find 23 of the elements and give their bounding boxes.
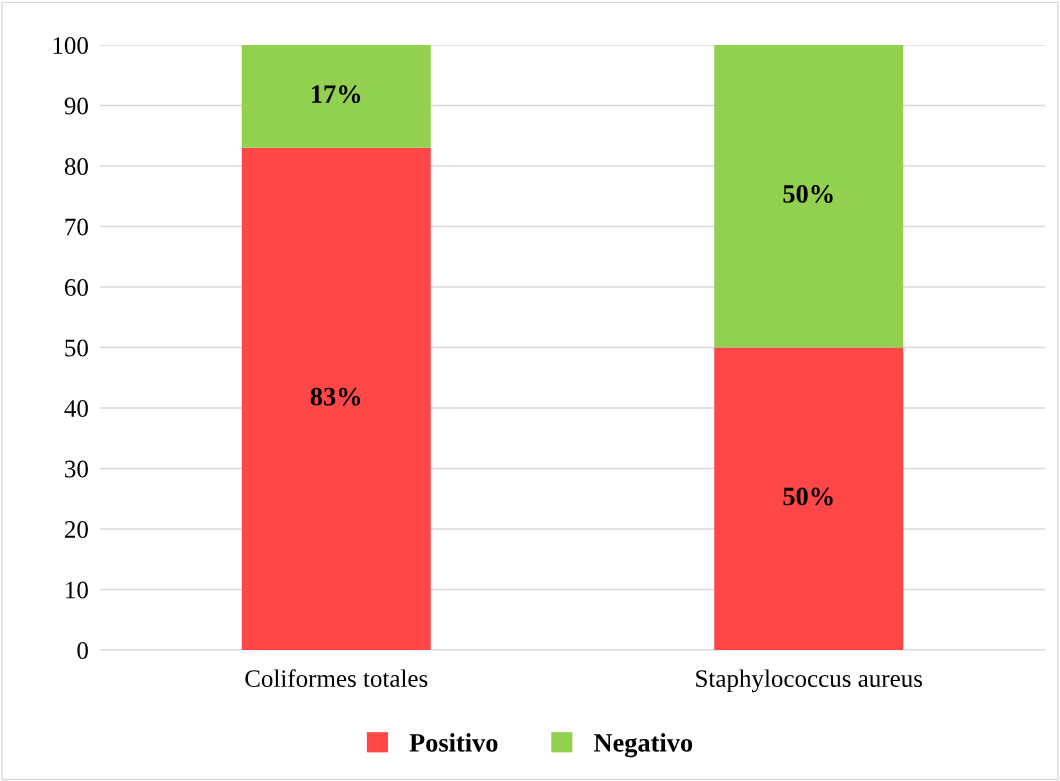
y-tick-label: 10 [66,581,88,599]
x-tick-label: Coliformes totales [245,669,428,688]
y-tick-label: 30 [65,460,88,478]
bar [241,45,431,148]
data-label: 17% [311,85,361,104]
y-tick-label: 50 [65,339,88,357]
y-tick-label: 90 [64,97,88,115]
x-tick-label: Staphylococcus aureus [696,669,923,693]
bar [714,45,904,348]
legend-label: Negativo [593,733,693,758]
data-label: 50% [783,185,833,203]
legend-label: Positivo [409,733,498,752]
data-label: 50% [783,487,833,506]
y-tick-label: 20 [64,521,88,538]
bar [241,147,431,650]
y-tick-label: 40 [64,400,88,417]
y-tick-label: 60 [64,279,88,296]
bar [714,347,904,650]
y-tick-label: 100 [53,37,88,54]
data-label: 83% [310,387,361,406]
y-tick-label: 0 [77,642,88,659]
y-tick-label: 70 [65,218,88,236]
y-tick-label: 80 [64,158,88,175]
